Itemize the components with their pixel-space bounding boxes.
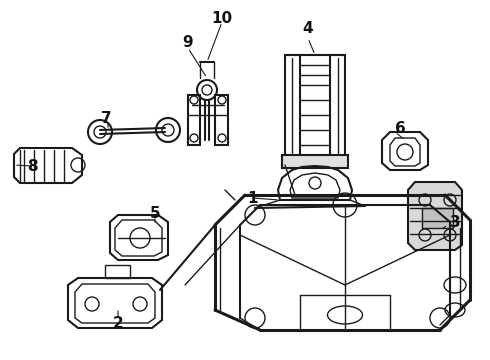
Polygon shape — [422, 208, 453, 228]
Text: 1: 1 — [247, 190, 258, 206]
Text: 4: 4 — [303, 21, 313, 36]
Text: 9: 9 — [183, 35, 194, 50]
Text: 10: 10 — [212, 10, 233, 26]
Text: 6: 6 — [395, 121, 406, 135]
Text: 3: 3 — [450, 215, 461, 230]
Polygon shape — [282, 155, 348, 168]
Text: 5: 5 — [149, 206, 160, 220]
Text: 2: 2 — [113, 315, 123, 330]
Text: 8: 8 — [26, 158, 37, 174]
Text: 7: 7 — [101, 111, 112, 126]
Polygon shape — [408, 182, 462, 250]
